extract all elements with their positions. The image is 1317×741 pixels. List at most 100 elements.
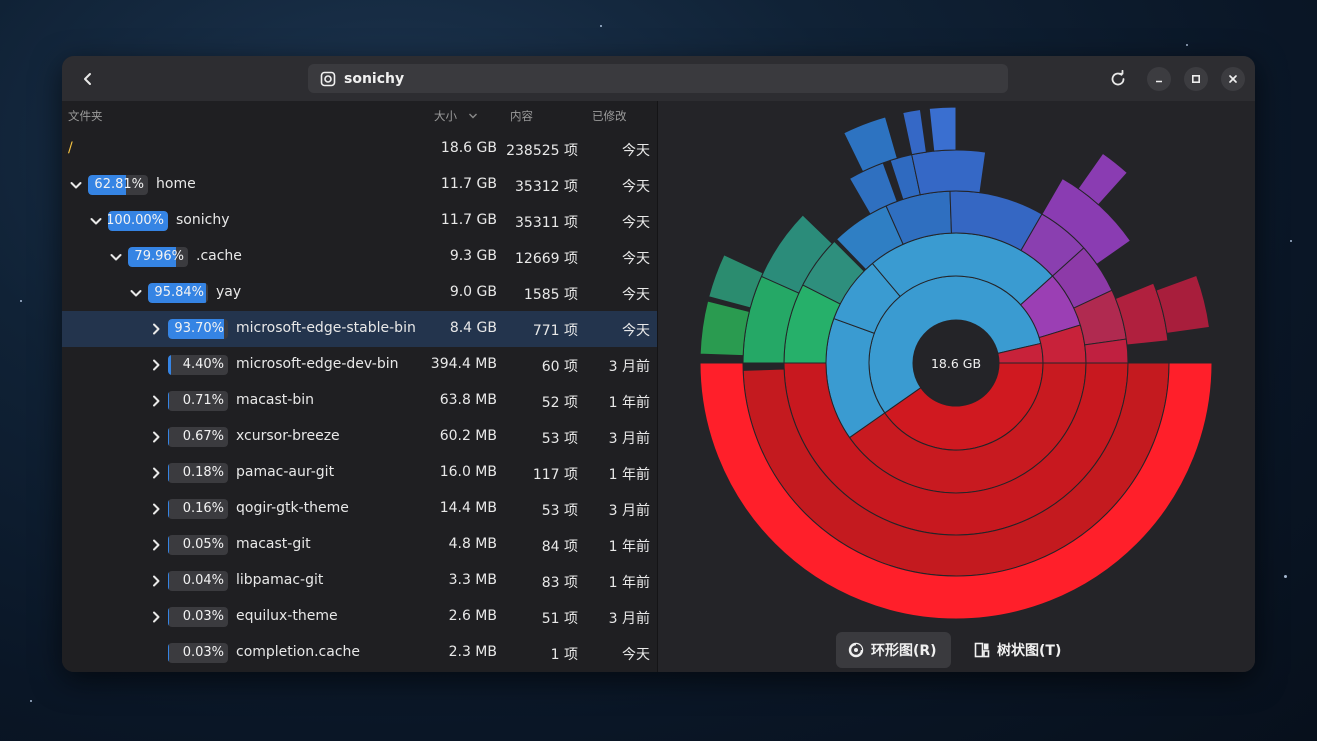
folder-modified: 今天 [622,323,650,339]
folder-row[interactable]: 0.67% xcursor-breeze 60.2 MB 53 项 3 月前 [62,419,657,455]
folder-row[interactable]: 4.40% microsoft-edge-dev-bin 394.4 MB 60 项 3… [62,347,657,383]
sort-descending-icon [469,113,477,119]
location-bar[interactable]: sonichy [308,64,1008,93]
usage-bar-fill [168,607,170,627]
folder-item-count: 12669 项 [515,251,578,267]
folder-size: 16.0 MB [439,464,497,480]
usage-bar: 0.67% [168,427,228,447]
folder-name: sonichy [176,212,230,228]
folder-row[interactable]: 0.04% libpamac-git 3.3 MB 83 项 1 年前 [62,563,657,599]
usage-bar: 0.18% [168,463,228,483]
usage-percent: 0.04% [182,573,224,588]
maximize-button[interactable] [1184,67,1208,91]
folder-modified: 今天 [622,179,650,195]
folder-size: 2.6 MB [448,608,497,624]
ring-segment[interactable] [848,162,898,215]
pane-divider[interactable] [657,101,658,672]
folder-name: microsoft-edge-dev-bin [236,356,399,372]
column-folder[interactable]: 文件夹 [68,109,103,123]
usage-bar-fill [88,175,126,195]
usage-bar-fill [168,571,170,591]
chevron-right-icon[interactable] [148,357,164,373]
folder-size: 60.2 MB [439,428,497,444]
folder-modified: 3 月前 [608,503,650,519]
column-modified[interactable]: 已修改 [592,109,627,123]
ring-segment[interactable] [1084,338,1129,364]
ring-segment[interactable] [902,108,927,156]
root-row[interactable]: / 18.6 GB 238525 项 今天 [62,131,657,167]
chevron-right-icon[interactable] [148,501,164,517]
folder-size: 18.6 GB [440,140,497,156]
folder-size: 4.8 MB [448,536,497,552]
minimize-button[interactable] [1147,67,1171,91]
usage-bar: 0.04% [168,571,228,591]
ring-segment[interactable] [1155,274,1211,334]
ring-segment[interactable] [708,254,764,309]
ring-segment[interactable] [699,300,750,357]
close-button[interactable] [1221,67,1245,91]
folder-name: macast-git [236,536,311,552]
ring-segment[interactable] [760,214,833,294]
back-button[interactable] [74,65,102,93]
folder-row[interactable]: 93.70% microsoft-edge-stable-bin 8.4 GB 771… [62,311,657,347]
folder-item-count: 771 项 [532,323,578,339]
usage-bar-fill [168,427,170,447]
tree-chart-label: 树状图(T) [997,643,1062,659]
chevron-right-icon[interactable] [148,429,164,445]
usage-bar-fill [168,463,170,483]
chevron-right-icon[interactable] [148,609,164,625]
folder-row[interactable]: 0.03% completion.cache 2.3 MB 1 项 今天 [62,635,657,671]
usage-bar-fill [168,319,225,339]
folder-modified: 3 月前 [608,611,650,627]
chevron-down-icon[interactable] [88,213,104,229]
folder-row[interactable]: 79.96% .cache 9.3 GB 12669 项 今天 [62,239,657,275]
folder-item-count: 35311 项 [515,215,578,231]
usage-bar: 0.05% [168,535,228,555]
chevron-right-icon[interactable] [148,573,164,589]
folder-name: xcursor-breeze [236,428,340,444]
folder-row[interactable]: 100.00% sonichy 11.7 GB 35311 项 今天 [62,203,657,239]
folder-row[interactable]: 0.18% pamac-aur-git 16.0 MB 117 项 1 年前 [62,455,657,491]
folder-item-count: 35312 项 [515,179,578,195]
chevron-right-icon[interactable] [148,465,164,481]
ring-chart-label: 环形图(R) [871,643,937,659]
column-contents[interactable]: 内容 [510,109,533,123]
folder-row[interactable]: 0.16% qogir-gtk-theme 14.4 MB 53 项 3 月前 [62,491,657,527]
chevron-down-icon[interactable] [68,177,84,193]
chevron-down-icon[interactable] [128,285,144,301]
usage-bar-fill [168,643,170,663]
close-icon [1229,75,1237,83]
ring-segment[interactable] [699,362,1213,620]
folder-modified: 1 年前 [608,395,650,411]
usage-percent: 0.16% [182,501,224,516]
ring-chart-button[interactable]: 环形图(R) [836,632,951,668]
ring-center[interactable] [914,321,998,405]
usage-percent: 0.03% [182,645,224,660]
folder-row[interactable]: 0.03% equilux-theme 2.6 MB 51 项 3 月前 [62,599,657,635]
chevron-right-icon[interactable] [148,393,164,409]
chevron-right-icon[interactable] [148,537,164,553]
folder-row[interactable]: 0.05% macast-git 4.8 MB 84 项 1 年前 [62,527,657,563]
minimize-icon [1156,80,1162,83]
ring-segment[interactable] [911,149,987,196]
usage-bar: 0.16% [168,499,228,519]
folder-row[interactable]: 95.84% yay 9.0 GB 1585 项 今天 [62,275,657,311]
ring-chart[interactable]: 18.6 GB [658,101,1255,621]
tree-chart-button[interactable]: 树状图(T) [962,632,1075,668]
chevron-right-icon[interactable] [148,321,164,337]
chevron-down-icon[interactable] [108,249,124,265]
ring-segment[interactable] [1077,152,1129,206]
refresh-button[interactable] [1106,67,1130,91]
folder-name: yay [216,284,242,300]
ring-segment[interactable] [843,116,898,173]
folder-row[interactable]: 62.81% home 11.7 GB 35312 项 今天 [62,167,657,203]
usage-bar-fill [168,535,170,555]
folder-name: / [68,140,73,156]
ring-segment[interactable] [928,106,957,152]
column-size[interactable]: 大小 [434,109,457,123]
folder-item-count: 1 项 [550,647,578,663]
treemap-icon [974,642,990,658]
folder-row[interactable]: 0.71% macast-bin 63.8 MB 52 项 1 年前 [62,383,657,419]
refresh-icon [1111,70,1125,86]
folder-name: completion.cache [236,644,361,660]
